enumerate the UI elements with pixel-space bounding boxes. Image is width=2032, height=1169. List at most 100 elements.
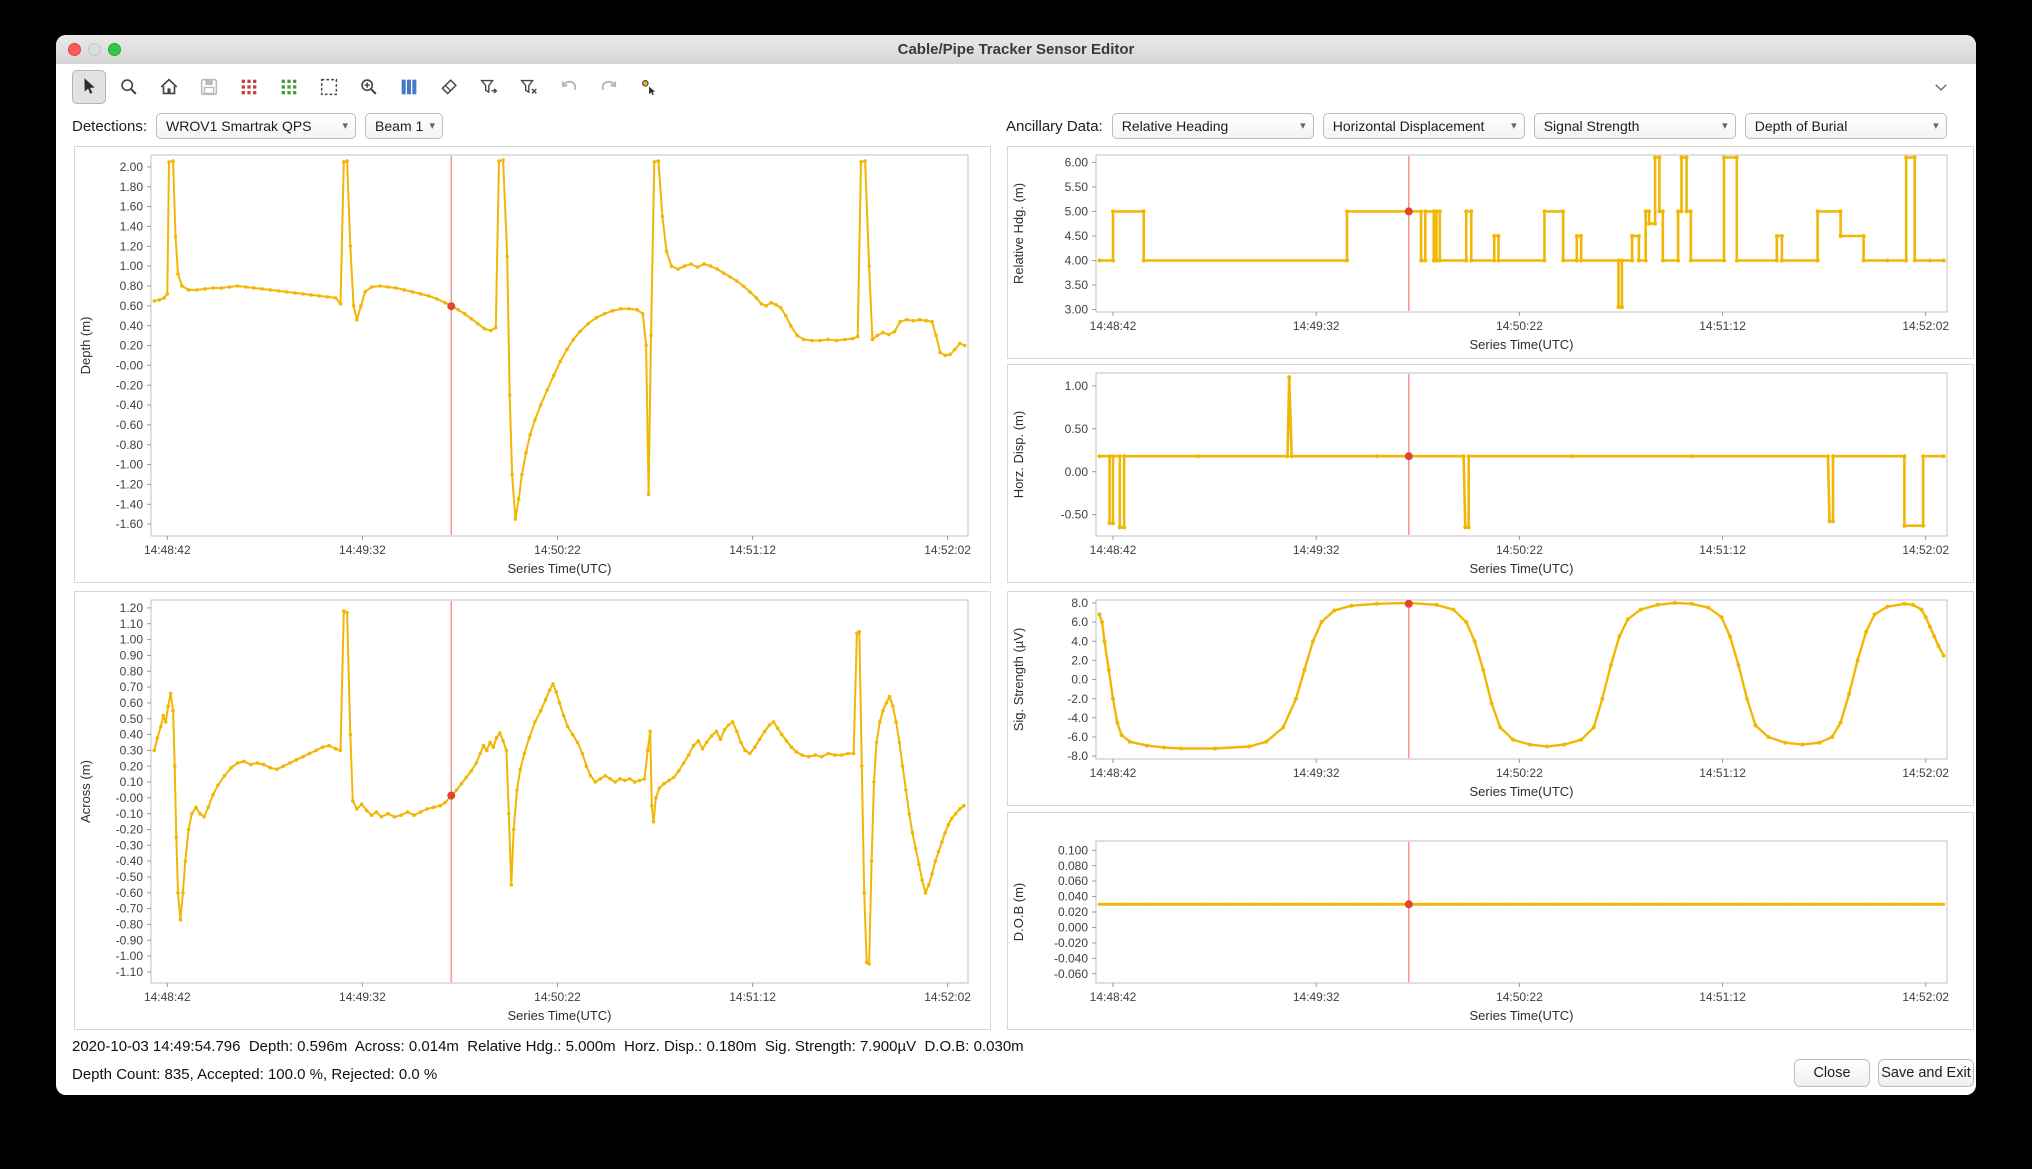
accept-points-grid-button[interactable] — [272, 70, 306, 104]
svg-text:1.20: 1.20 — [120, 601, 144, 615]
svg-text:14:51:12: 14:51:12 — [729, 543, 776, 557]
svg-text:14:48:42: 14:48:42 — [1090, 766, 1137, 780]
zoom-window-button[interactable] — [108, 43, 121, 56]
relative-heading-chart[interactable]: 6.00 5.50 5.00 4.50 4.00 3.50 3.00 14:48:42 14:4… — [1008, 147, 1973, 358]
svg-text:14:52:02: 14:52:02 — [924, 990, 971, 1004]
svg-text:Depth (m): Depth (m) — [78, 317, 93, 375]
svg-text:1.80: 1.80 — [120, 180, 144, 194]
svg-text:-0.20: -0.20 — [116, 378, 144, 392]
filter-accept-button[interactable] — [472, 70, 506, 104]
detections-beam-select[interactable]: Beam 1 ▾ — [365, 113, 444, 139]
green-grid-icon — [281, 79, 297, 95]
svg-text:Series Time(UTC): Series Time(UTC) — [1469, 1008, 1573, 1023]
zoom-tool-button[interactable] — [112, 70, 146, 104]
svg-text:-0.80: -0.80 — [116, 438, 144, 452]
cursor-tool-button[interactable] — [72, 70, 106, 104]
collapse-toolbar-button[interactable] — [1928, 74, 1954, 100]
svg-text:5.00: 5.00 — [1065, 204, 1089, 218]
svg-text:0.90: 0.90 — [120, 648, 144, 662]
ancillary-select-4-value: Depth of Burial — [1754, 118, 1848, 134]
svg-text:-0.30: -0.30 — [116, 838, 144, 852]
svg-text:14:49:32: 14:49:32 — [339, 990, 386, 1004]
depth-of-burial-chart-panel: 0.100 0.080 0.060 0.040 0.020 0.000 -0.020 -0.0… — [1007, 812, 1974, 1030]
chevron-down-icon — [1935, 84, 1947, 92]
across-chart-panel: 1.20 1.10 1.00 0.90 0.80 0.70 0.60 0.50 0.40 0.30… — [74, 591, 991, 1030]
redo-icon — [601, 80, 617, 91]
svg-text:0.80: 0.80 — [120, 279, 144, 293]
save-and-exit-button[interactable]: Save and Exit — [1878, 1059, 1974, 1087]
ancillary-select-4[interactable]: Depth of Burial ▾ — [1744, 113, 1947, 139]
svg-text:14:51:12: 14:51:12 — [1699, 766, 1746, 780]
svg-text:-1.20: -1.20 — [116, 477, 144, 491]
svg-text:-0.00: -0.00 — [116, 791, 144, 805]
svg-text:0.00: 0.00 — [1065, 465, 1089, 479]
across-chart[interactable]: 1.20 1.10 1.00 0.90 0.80 0.70 0.60 0.50 0.40 0.30… — [75, 592, 990, 1029]
reject-points-grid-button[interactable] — [232, 70, 266, 104]
point-pick-button[interactable] — [632, 70, 666, 104]
undo-button[interactable] — [552, 70, 586, 104]
depth-of-burial-chart[interactable]: 0.100 0.080 0.060 0.040 0.020 0.000 -0.020 -0.0… — [1008, 813, 1973, 1029]
svg-text:2.00: 2.00 — [120, 160, 144, 174]
svg-text:0.20: 0.20 — [120, 339, 144, 353]
svg-text:-4.0: -4.0 — [1067, 711, 1088, 725]
blue-grid-button[interactable] — [392, 70, 426, 104]
svg-text:6.00: 6.00 — [1065, 155, 1089, 169]
svg-text:14:50:22: 14:50:22 — [534, 990, 581, 1004]
signal-strength-chart-panel: 8.0 6.0 4.0 2.0 0.0 -2.0 -4.0 -6.0 -8.0 14:48:42 1… — [1007, 591, 1974, 806]
svg-text:3.50: 3.50 — [1065, 278, 1089, 292]
svg-text:1.00: 1.00 — [120, 633, 144, 647]
minimize-window-button[interactable] — [88, 43, 101, 56]
marquee-select-button[interactable] — [312, 70, 346, 104]
toolbar — [56, 64, 1976, 110]
detections-device-select[interactable]: WROV1 Smartrak QPS ▾ — [156, 113, 357, 139]
filter-reject-button[interactable] — [512, 70, 546, 104]
svg-text:-1.10: -1.10 — [116, 965, 144, 979]
ancillary-select-2[interactable]: Horizontal Displacement ▾ — [1322, 113, 1525, 139]
magnifier-icon — [121, 79, 137, 95]
svg-text:14:52:02: 14:52:02 — [1902, 990, 1949, 1004]
ancillary-select-1-value: Relative Heading — [1121, 118, 1229, 134]
ancillary-select-2-value: Horizontal Displacement — [1332, 118, 1485, 134]
svg-text:-0.50: -0.50 — [1061, 508, 1089, 522]
save-button[interactable] — [192, 70, 226, 104]
ancillary-select-3[interactable]: Signal Strength ▾ — [1533, 113, 1736, 139]
horizontal-displacement-chart[interactable]: 1.00 0.50 0.00 -0.50 14:48:42 14:49:32 14:50:2… — [1008, 365, 1973, 582]
window-title: Cable/Pipe Tracker Sensor Editor — [897, 41, 1135, 58]
svg-text:Series Time(UTC): Series Time(UTC) — [1469, 784, 1573, 799]
svg-text:14:48:42: 14:48:42 — [1090, 990, 1137, 1004]
svg-text:0.40: 0.40 — [120, 728, 144, 742]
home-view-button[interactable] — [152, 70, 186, 104]
eraser-icon — [441, 79, 457, 95]
chevron-down-icon: ▾ — [1511, 119, 1517, 132]
marquee-icon — [320, 78, 338, 96]
signal-strength-chart[interactable]: 8.0 6.0 4.0 2.0 0.0 -2.0 -4.0 -6.0 -8.0 14:48:42 1… — [1008, 592, 1973, 805]
svg-text:0.50: 0.50 — [120, 712, 144, 726]
redo-button[interactable] — [592, 70, 626, 104]
svg-text:Series Time(UTC): Series Time(UTC) — [507, 1008, 611, 1023]
close-window-button[interactable] — [68, 43, 81, 56]
svg-text:14:48:42: 14:48:42 — [144, 990, 191, 1004]
svg-text:14:49:32: 14:49:32 — [339, 543, 386, 557]
svg-text:14:49:32: 14:49:32 — [1293, 319, 1340, 333]
svg-text:0.60: 0.60 — [120, 299, 144, 313]
svg-text:14:52:02: 14:52:02 — [1902, 766, 1949, 780]
svg-text:Across (m): Across (m) — [78, 760, 93, 823]
svg-text:0.60: 0.60 — [120, 696, 144, 710]
zoom-region-button[interactable] — [352, 70, 386, 104]
close-button[interactable]: Close — [1794, 1059, 1870, 1087]
svg-text:Relative Hdg. (m): Relative Hdg. (m) — [1011, 183, 1026, 284]
depth-chart[interactable]: 2.00 1.80 1.60 1.40 1.20 1.00 0.80 0.60 0.40 0.20… — [75, 147, 990, 582]
svg-text:14:48:42: 14:48:42 — [1090, 319, 1137, 333]
svg-text:-1.60: -1.60 — [116, 517, 144, 531]
ancillary-select-1[interactable]: Relative Heading ▾ — [1111, 113, 1314, 139]
svg-text:Horz. Disp. (m): Horz. Disp. (m) — [1011, 411, 1026, 498]
svg-text:14:51:12: 14:51:12 — [1699, 319, 1746, 333]
svg-text:8.0: 8.0 — [1071, 596, 1088, 610]
depth-chart-panel: 2.00 1.80 1.60 1.40 1.20 1.00 0.80 0.60 0.40 0.20… — [74, 146, 991, 583]
titlebar: Cable/Pipe Tracker Sensor Editor — [56, 35, 1976, 65]
eraser-button[interactable] — [432, 70, 466, 104]
chevron-down-icon: ▾ — [1300, 119, 1306, 132]
filter-arrow-icon — [480, 79, 498, 94]
svg-text:14:51:12: 14:51:12 — [1699, 990, 1746, 1004]
svg-text:3.00: 3.00 — [1065, 303, 1089, 317]
